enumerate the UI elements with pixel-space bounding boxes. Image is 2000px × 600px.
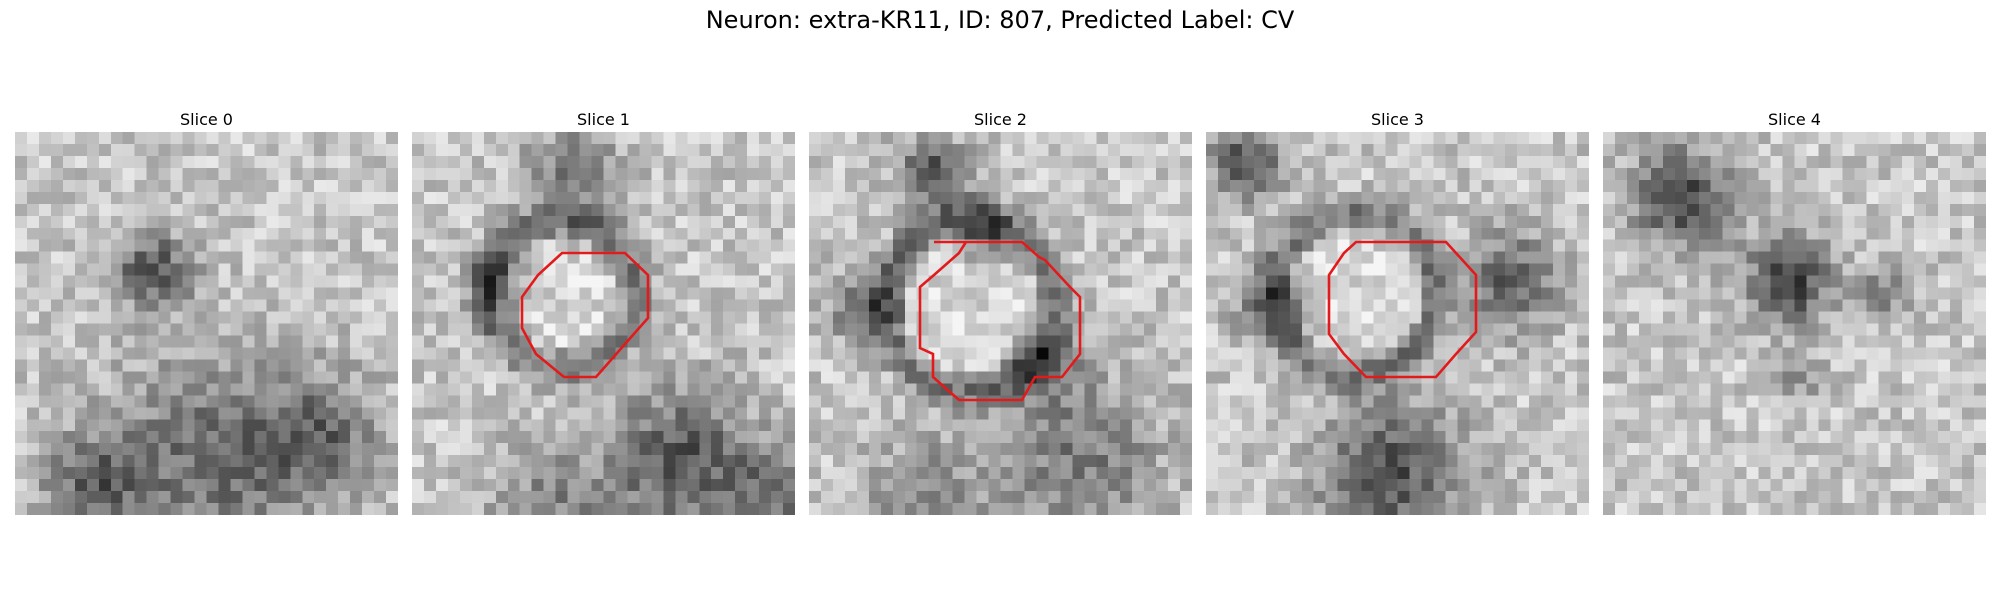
slice-image — [412, 132, 795, 515]
slice-heatmap — [1603, 132, 1986, 515]
slice-title: Slice 4 — [1768, 110, 1821, 129]
slice-title: Slice 3 — [1371, 110, 1424, 129]
figure-title: Neuron: extra-KR11, ID: 807, Predicted L… — [705, 6, 1295, 34]
slice-panel-2: Slice 2 — [809, 108, 1192, 515]
roi-contour — [1327, 240, 1478, 379]
slice-panel-0: Slice 0 — [15, 108, 398, 515]
slice-panel-3: Slice 3 — [1206, 108, 1589, 515]
slice-panel-4: Slice 4 — [1603, 108, 1986, 515]
slice-heatmap — [412, 132, 795, 515]
slice-image — [809, 132, 1192, 515]
roi-overlay — [520, 251, 650, 379]
roi-overlay — [918, 240, 1082, 402]
slice-title: Slice 1 — [577, 110, 630, 129]
slice-heatmap — [15, 132, 398, 515]
roi-contour — [520, 251, 650, 379]
slice-image — [1603, 132, 1986, 515]
roi-overlay — [1327, 240, 1478, 379]
slice-image — [15, 132, 398, 515]
slice-heatmap — [809, 132, 1192, 515]
slice-panel-1: Slice 1 — [412, 108, 795, 515]
slice-title: Slice 0 — [180, 110, 233, 129]
slice-image — [1206, 132, 1589, 515]
roi-contour — [918, 240, 1082, 402]
slice-title: Slice 2 — [974, 110, 1027, 129]
slice-heatmap — [1206, 132, 1589, 515]
